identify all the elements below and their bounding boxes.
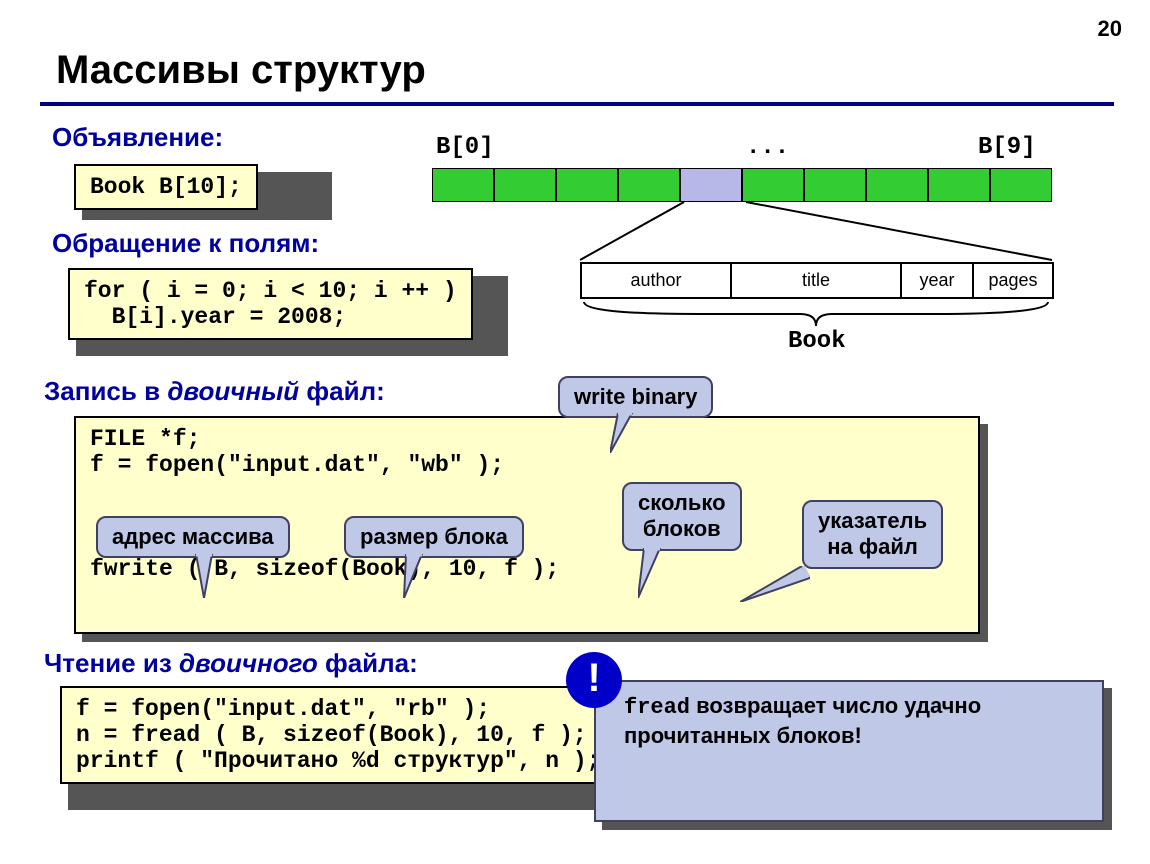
array-label-dots: ...	[746, 134, 789, 161]
page-number: 20	[1098, 16, 1122, 42]
array-cell	[804, 168, 866, 202]
title-rule	[40, 102, 1114, 106]
array-cell	[928, 168, 990, 202]
write-prefix: Запись в	[44, 376, 167, 406]
struct-field: title	[731, 263, 901, 298]
section-write: Запись в двоичный файл:	[44, 376, 385, 407]
warning-bang-icon: !	[566, 652, 622, 708]
read-suffix: файла:	[318, 648, 418, 678]
write-suffix: файл:	[299, 376, 385, 406]
section-access: Обращение к полям:	[52, 228, 319, 259]
callout-block: размер блока	[344, 516, 524, 558]
array-cell	[432, 168, 494, 202]
code-access: for ( i = 0; i < 10; i ++ ) B[i].year = …	[68, 268, 473, 340]
read-italic: двоичного	[179, 648, 318, 678]
note-box: fread возвращает число удачно прочитанны…	[594, 680, 1104, 822]
struct-field: pages	[973, 263, 1053, 298]
struct-label: Book	[788, 328, 846, 355]
callout-count: сколько блоков	[622, 482, 742, 551]
array-cell	[742, 168, 804, 202]
page-title: Массивы структур	[56, 48, 426, 93]
struct-fields: authortitleyearpages	[580, 262, 1054, 299]
array-label-last: B[9]	[978, 134, 1036, 161]
connector-lines	[432, 200, 1072, 268]
array-cell	[990, 168, 1052, 202]
array-label-first: B[0]	[436, 134, 494, 161]
callout-tail-icon	[638, 548, 668, 598]
array-cell	[618, 168, 680, 202]
array-cell	[866, 168, 928, 202]
callout-tail-icon	[190, 554, 220, 598]
array-cell	[494, 168, 556, 202]
section-read: Чтение из двоичного файла:	[44, 648, 418, 679]
struct-field: author	[581, 263, 731, 298]
section-declaration: Объявление:	[52, 122, 223, 153]
code-declaration: Book B[10];	[74, 164, 258, 210]
callout-addr: адрес массива	[96, 516, 290, 558]
struct-field: year	[901, 263, 973, 298]
callout-fp: указатель на файл	[802, 500, 943, 569]
read-prefix: Чтение из	[44, 648, 179, 678]
brace-icon	[580, 300, 1052, 330]
array-row	[432, 168, 1052, 202]
array-cell	[680, 168, 742, 202]
array-cell	[556, 168, 618, 202]
callout-tail-icon	[610, 413, 640, 453]
note-mono: fread	[624, 695, 690, 720]
callout-tail-icon	[740, 566, 810, 602]
write-italic: двоичный	[167, 376, 299, 406]
callout-tail-icon	[400, 554, 430, 598]
